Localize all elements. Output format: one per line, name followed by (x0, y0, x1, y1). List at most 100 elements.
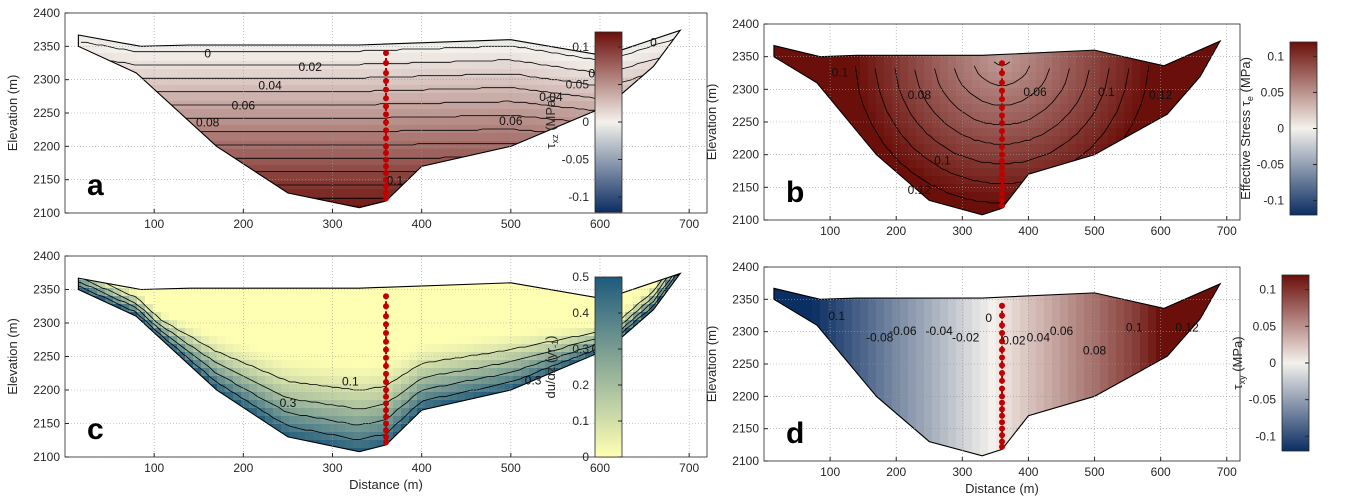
field-cell (1076, 64, 1085, 73)
field-cell (425, 125, 434, 134)
field-cell (393, 93, 402, 102)
field-cell (369, 440, 378, 449)
field-cell (948, 80, 957, 89)
field-cell (385, 93, 394, 102)
field-cell (1052, 128, 1061, 137)
field-cell (876, 152, 885, 161)
field-cell (297, 133, 306, 142)
field-cell (385, 85, 394, 94)
field-cell (417, 304, 426, 313)
field-cell (473, 101, 482, 110)
field-cell (433, 109, 442, 118)
field-cell (337, 173, 346, 182)
field-cell (425, 117, 434, 126)
contour-label: 0.1 (832, 65, 849, 79)
field-cell (305, 69, 314, 78)
field-cell (281, 149, 290, 158)
field-cell (233, 392, 242, 401)
field-cell (1108, 80, 1117, 89)
field-cell (537, 69, 546, 78)
field-cell (353, 400, 362, 409)
field-cell (940, 168, 949, 177)
field-cell (449, 312, 458, 321)
field-cell (177, 328, 186, 337)
field-cell (113, 296, 122, 305)
field-cell (521, 93, 530, 102)
field-cell (217, 304, 226, 313)
field-cell (297, 424, 306, 433)
field-cell (1044, 120, 1053, 129)
field-cell (505, 61, 514, 70)
field-cell (441, 133, 450, 142)
field-cell (345, 109, 354, 118)
field-cell (844, 72, 853, 81)
field-cell (1036, 120, 1045, 129)
field-cell (1028, 80, 1037, 89)
field-cell (948, 64, 957, 73)
field-cell (393, 165, 402, 174)
field-cell (449, 93, 458, 102)
field-cell (121, 61, 130, 70)
field-cell (393, 312, 402, 321)
field-cell (241, 368, 250, 377)
profile-point (999, 177, 1005, 184)
field-cell (425, 320, 434, 329)
field-cell (313, 320, 322, 329)
field-cell (417, 312, 426, 321)
field-cell (988, 168, 997, 177)
field-cell (305, 336, 314, 345)
field-cell (1164, 64, 1173, 73)
field-cell (868, 128, 877, 137)
field-cell (1052, 144, 1061, 153)
field-cell (940, 152, 949, 161)
field-cell (1116, 104, 1125, 113)
field-cell (185, 328, 194, 337)
field-cell (1172, 64, 1181, 73)
field-cell (996, 72, 1005, 81)
y-tick-label: 2400 (732, 17, 759, 31)
field-cell (361, 77, 370, 86)
field-cell (361, 117, 370, 126)
contour-label: 0.1 (1098, 85, 1115, 99)
field-cell (521, 45, 530, 54)
field-cell (892, 120, 901, 129)
field-cell (337, 296, 346, 305)
profile-point (383, 163, 389, 170)
field-cell (313, 304, 322, 313)
field-cell (297, 432, 306, 441)
field-cell (369, 288, 378, 297)
field-cell (337, 408, 346, 417)
y-tick-label: 2200 (33, 139, 60, 153)
field-cell (337, 360, 346, 369)
field-cell (908, 160, 917, 169)
field-cell (569, 109, 578, 118)
field-cell (425, 141, 434, 150)
field-cell (788, 48, 797, 57)
field-cell (441, 360, 450, 369)
field-cell (393, 384, 402, 393)
field-cell (201, 312, 210, 321)
field-cell (401, 61, 410, 70)
y-tick-label: 2350 (33, 39, 60, 53)
field-cell (425, 352, 434, 361)
field-cell (225, 288, 234, 297)
field-cell (513, 53, 522, 62)
field-cell (1028, 88, 1037, 97)
field-cell (377, 77, 386, 86)
field-cell (577, 61, 586, 70)
field-cell (796, 64, 805, 73)
field-cell (1028, 168, 1037, 177)
field-cell (1100, 56, 1109, 65)
field-cell (932, 128, 941, 137)
field-cell (425, 53, 434, 62)
field-cell (924, 176, 933, 185)
field-cell (201, 288, 210, 297)
field-cell (940, 144, 949, 153)
field-cell (329, 69, 338, 78)
field-cell (401, 400, 410, 409)
profile-point (999, 79, 1005, 86)
field-cell (305, 328, 314, 337)
field-cell (417, 328, 426, 337)
field-cell (233, 312, 242, 321)
field-cell (972, 208, 981, 215)
